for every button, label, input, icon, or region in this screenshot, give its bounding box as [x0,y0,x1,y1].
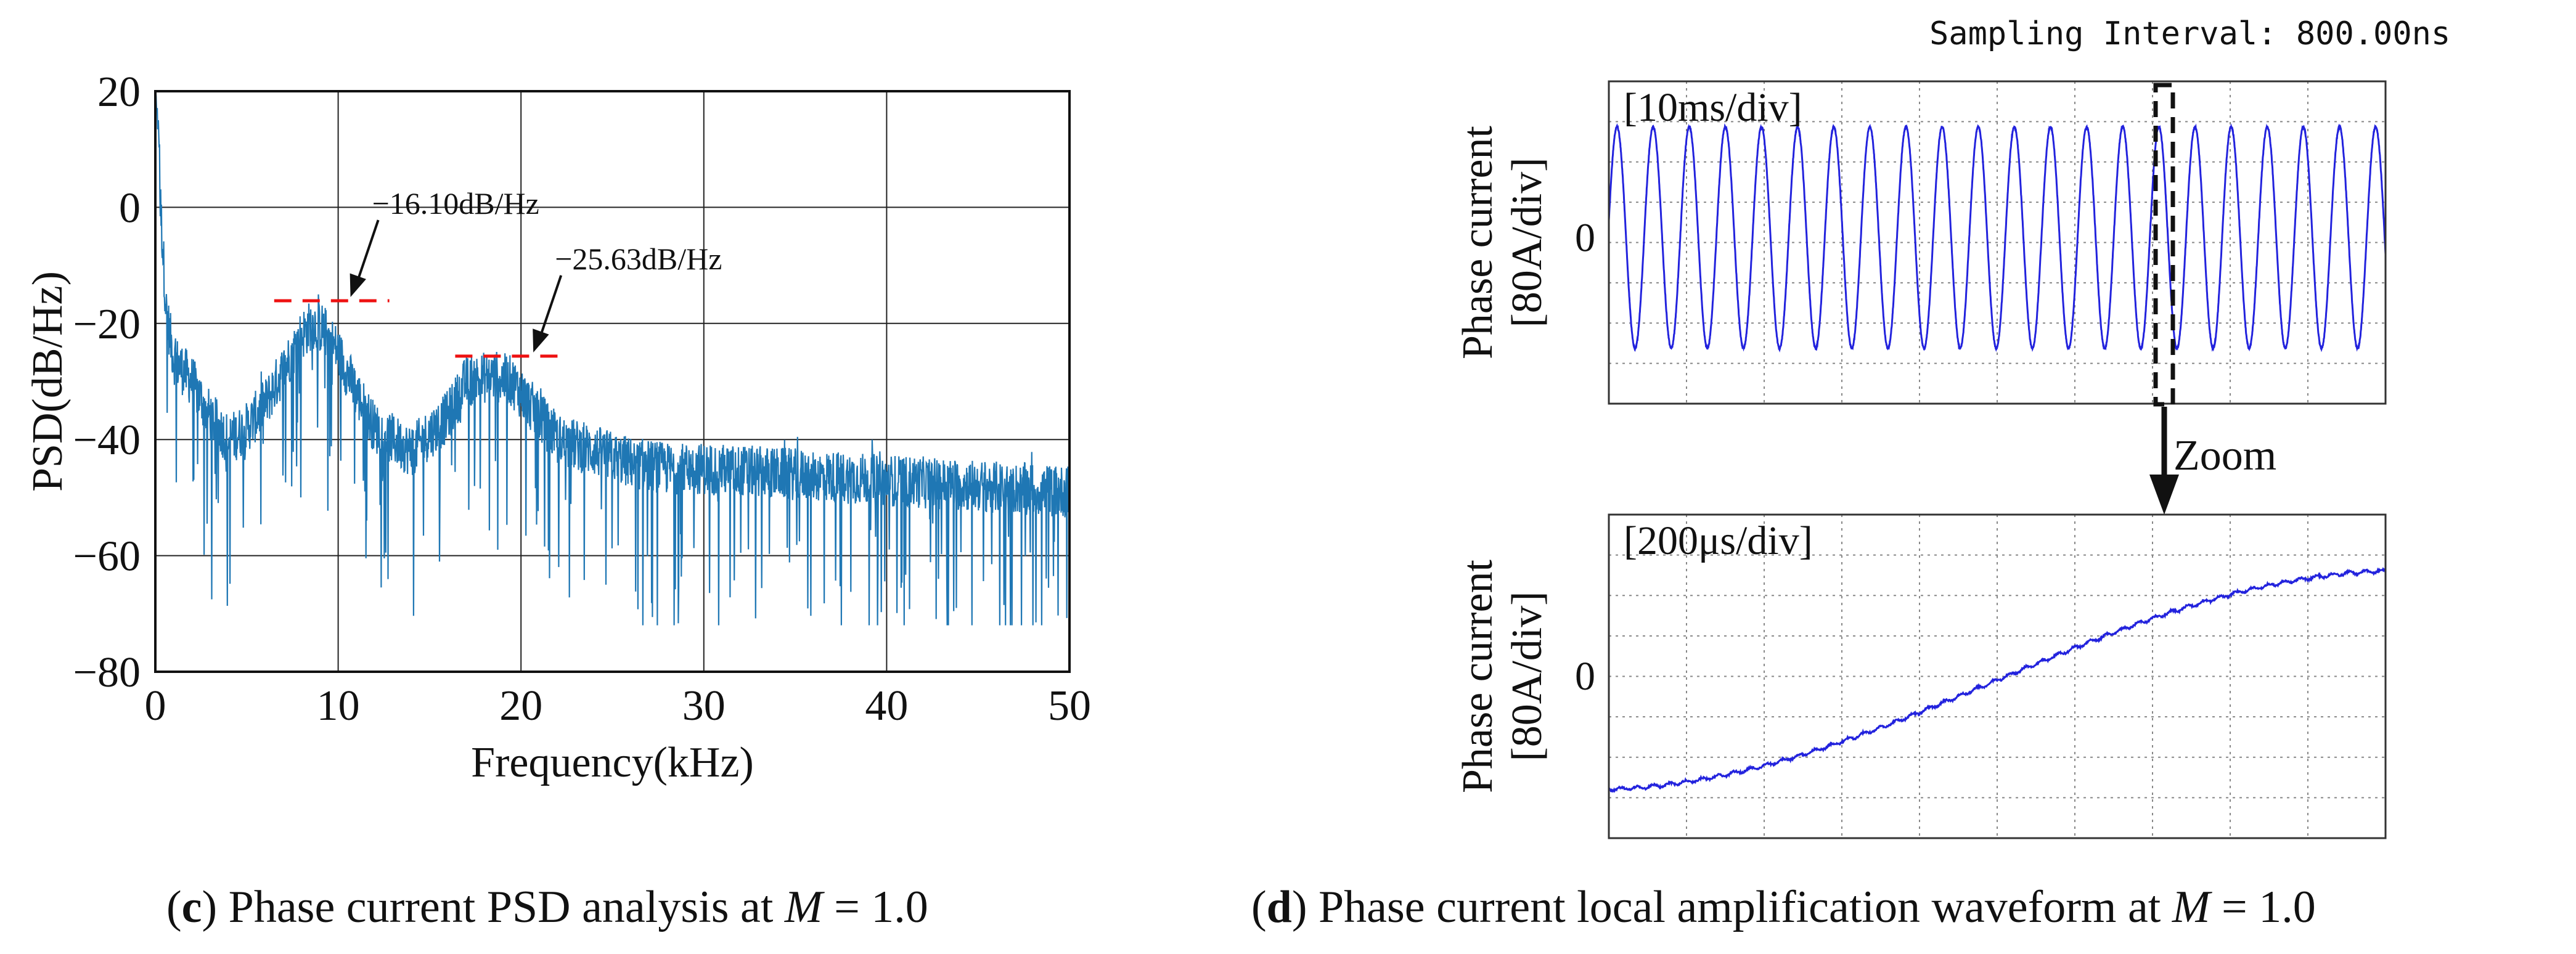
zoom-indicator: Zoom [2149,407,2276,515]
scope-top-grid [1609,81,2386,404]
psd-x-axis-label: Frequency(kHz) [471,739,754,786]
psd-x-tick-label: 40 [865,682,908,730]
caption-d-letter: d [1266,882,1292,932]
scope-bottom-trace [1608,567,2387,793]
peak-label: −25.63dB/Hz [555,242,722,276]
scope-top-ylabel-line1: Phase current [1454,125,1502,359]
psd-y-tick-label: 0 [119,184,141,232]
scope-bottom-frame [1608,513,2387,839]
psd-y-axis-label: PSD(dB/Hz) [24,271,72,492]
scope-top-zero-label: 0 [1575,216,1595,261]
caption-c-letter: c [181,882,202,932]
psd-x-tick-label: 0 [145,682,166,730]
scope-top: [10ms/div] 0 Phase current [80A/div] [1454,80,2387,407]
psd-y-tick-label: −60 [73,533,141,581]
scope-bottom: [200μs/div] 0 Phase current [80A/div] [1454,513,2387,839]
zoom-selection-box [2153,83,2175,407]
scope-bottom-ylabel-line2: [80A/div] [1503,591,1551,761]
caption-d-value: = 1.0 [2210,882,2316,932]
caption-d-var: M [2172,882,2210,932]
psd-y-tick-label: −20 [73,301,141,348]
peak-label: −16.10dB/Hz [372,186,539,221]
peak-arrow-shaft [354,219,380,288]
peak-arrow-shaft [537,275,563,343]
caption-d: (d) Phase current local amplification wa… [1251,882,2316,932]
psd-series [155,91,1071,626]
caption-c-text: ) Phase current PSD analysis at [202,882,785,932]
caption-c-value: = 1.0 [822,882,928,932]
psd-y-tick-label: −80 [73,649,141,696]
psd-y-tick-label: 20 [97,68,141,116]
psd-y-tick-label: −40 [73,417,141,464]
scope-top-ylabel-line2: [80A/div] [1503,157,1551,327]
peak-arrow-head [350,273,366,298]
scope-bottom-zero-label: 0 [1575,654,1595,699]
psd-peak-annotations: −16.10dB/Hz −25.63dB/Hz [274,186,722,358]
psd-trace [155,91,1071,626]
psd-chart: 0 10 20 30 40 50 20 0 −20 −40 −60 −80 Frequency(kH… [24,68,1091,786]
psd-x-ticks: 0 10 20 30 40 50 [145,682,1092,730]
scope-bottom-ylabel-line1: Phase current [1454,559,1502,793]
psd-y-ticks: 20 0 −20 −40 −60 −80 [73,68,141,696]
psd-x-tick-label: 50 [1048,682,1091,730]
scope-bottom-waveform [1608,567,2387,793]
caption-d-text: ) Phase current local amplification wave… [1291,882,2172,932]
caption-c: (c) Phase current PSD analysis at M = 1.… [166,882,928,932]
peak-arrow-head [533,328,549,353]
scope-top-timebase-label: [10ms/div] [1624,85,1802,130]
scope-bottom-grid [1609,515,2386,838]
psd-x-tick-label: 10 [317,682,360,730]
psd-x-tick-label: 20 [499,682,542,730]
zoom-label: Zoom [2173,432,2276,479]
caption-c-var: M [784,882,823,932]
scope-bottom-timebase-label: [200μs/div] [1624,518,1813,563]
psd-plot-frame [154,90,1071,673]
scope-top-waveform [1608,123,2387,353]
sampling-interval-readout: Sampling Interval: 800.00ns [1929,15,2450,52]
scope-top-trace [1608,123,2387,353]
psd-x-tick-label: 30 [682,682,726,730]
zoom-arrow-head [2149,475,2179,515]
scope-top-frame [1608,80,2387,405]
